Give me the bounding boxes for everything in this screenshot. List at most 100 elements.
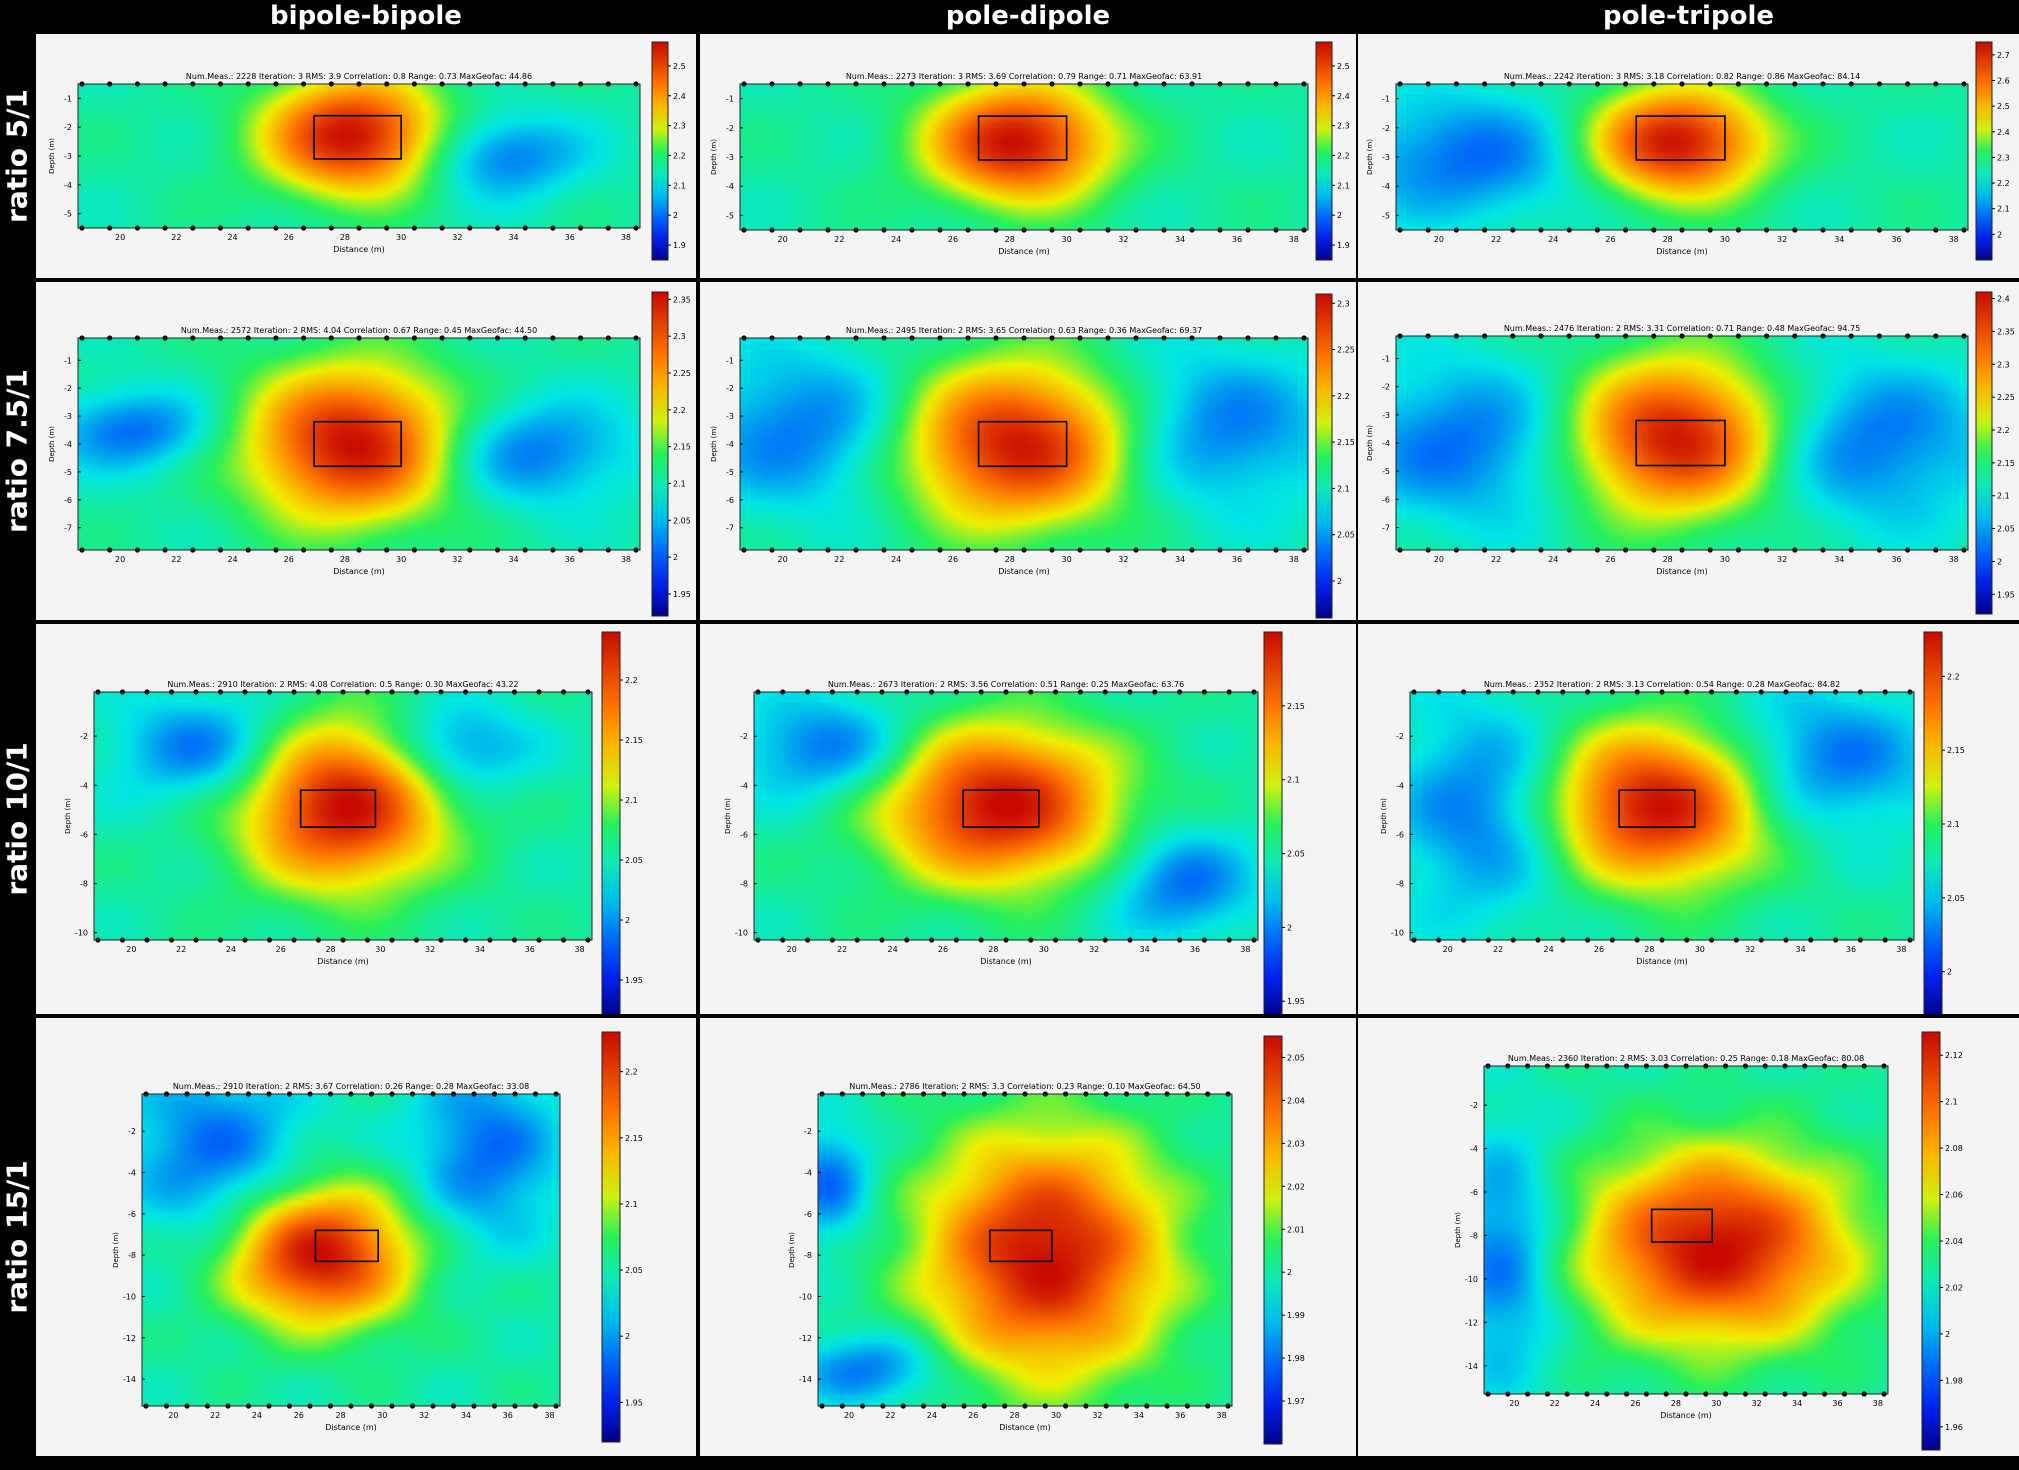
electrode-bottom	[881, 227, 887, 233]
electrode-bottom	[1077, 547, 1083, 553]
electrode-bottom	[1764, 227, 1770, 233]
electrode-bottom	[384, 547, 390, 553]
colorbar-tick-label: 2.05	[1287, 1053, 1305, 1062]
electrode-top	[880, 1091, 886, 1097]
y-tick-label: -1	[64, 356, 72, 365]
inversion-info: Num.Meas.: 2242 Iteration: 3 RMS: 3.18 C…	[1504, 72, 1860, 81]
electrode-bottom	[1083, 1403, 1089, 1409]
electrode-bottom	[1152, 937, 1158, 943]
y-tick-label: -2	[64, 384, 72, 393]
electrode-top	[315, 689, 322, 695]
x-tick-label: 34	[1796, 945, 1806, 954]
heatmap-chart: Num.Meas.: 2242 Iteration: 3 RMS: 3.18 C…	[1366, 41, 2010, 261]
electrode-top	[1105, 335, 1111, 341]
electrode-bottom	[438, 937, 444, 943]
electrode-bottom	[880, 1403, 886, 1409]
electrode-bottom	[1707, 547, 1713, 553]
electrode-top	[1510, 689, 1516, 695]
electrode-bottom	[1584, 1391, 1590, 1397]
colorbar	[1921, 1031, 1941, 1451]
electrode-bottom	[929, 937, 935, 943]
electrode-bottom	[1933, 227, 1939, 233]
electrode-bottom	[1251, 937, 1257, 943]
electrode-top	[95, 689, 101, 695]
electrode-bottom	[1482, 227, 1488, 233]
electrode-bottom	[217, 225, 224, 231]
x-tick-label: 32	[1118, 555, 1128, 564]
electrode-top	[134, 81, 140, 87]
colorbar-tick-label: 2.2	[673, 151, 686, 160]
electrode-top	[348, 1091, 354, 1097]
electrode-top	[327, 1091, 334, 1097]
x-tick-label: 30	[377, 1411, 387, 1420]
electrode-bottom	[1189, 227, 1195, 233]
electrode-bottom	[1205, 1403, 1211, 1409]
electrode-top	[797, 335, 803, 341]
inversion-info: Num.Meas.: 2786 Iteration: 2 RMS: 3.3 Co…	[849, 1082, 1200, 1091]
target-box	[989, 1229, 1053, 1263]
x-tick-label: 36	[1832, 1399, 1842, 1408]
electrode-bottom	[879, 937, 885, 943]
y-tick-label: -2	[1470, 1101, 1478, 1110]
electrode-bottom	[245, 547, 251, 553]
electrode-top	[1485, 1063, 1491, 1069]
inversion-info: Num.Meas.: 2910 Iteration: 2 RMS: 4.08 C…	[167, 680, 518, 689]
x-tick-label: 28	[1644, 945, 1654, 954]
electrode-top	[184, 1091, 190, 1097]
electrode-bottom	[1002, 1403, 1008, 1409]
electrode-top	[578, 335, 584, 341]
target-box	[314, 1229, 379, 1263]
y-tick-label: -2	[740, 732, 748, 741]
electrode-top	[494, 81, 501, 87]
electrode-top	[384, 335, 390, 341]
electrode-bottom	[217, 937, 224, 943]
x-tick-label: 20	[1509, 1399, 1519, 1408]
electrode-bottom	[1245, 547, 1251, 553]
electrode-top	[1021, 335, 1027, 341]
target-box	[313, 114, 402, 160]
electrode-bottom	[881, 547, 887, 553]
electrode-bottom	[364, 937, 371, 943]
electrode-bottom	[168, 937, 175, 943]
heatmap-field	[740, 338, 1308, 550]
colorbar-tick-label: 2.2	[1947, 672, 1960, 681]
colorbar-tick-label: 2	[625, 916, 630, 925]
electrode-top	[879, 689, 885, 695]
electrode-top	[1021, 81, 1027, 87]
electrode-top	[780, 689, 786, 695]
electrode-top	[1566, 81, 1572, 87]
electrode-bottom	[1841, 1391, 1847, 1397]
panel-2-2: Num.Meas.: 2495 Iteration: 2 RMS: 3.65 C…	[700, 282, 1356, 620]
electrode-top	[1144, 1091, 1150, 1097]
colorbar-tick-label: 2	[1337, 211, 1342, 220]
inversion-info: Num.Meas.: 2352 Iteration: 2 RMS: 3.13 C…	[1484, 680, 1840, 689]
x-tick-label: 24	[1544, 945, 1554, 954]
electrode-top	[1792, 333, 1798, 339]
x-tick-label: 38	[1289, 555, 1299, 564]
electrode-bottom	[494, 547, 501, 553]
electrode-bottom	[1105, 547, 1111, 553]
electrode-bottom	[307, 1403, 313, 1409]
electrode-top	[1683, 1063, 1689, 1069]
y-tick-label: -2	[128, 1127, 136, 1136]
electrode-top	[266, 689, 273, 695]
electrode-top	[1857, 689, 1863, 695]
electrode-top	[1161, 335, 1167, 341]
electrode-bottom	[273, 225, 279, 231]
colorbar-tick-label: 2.1	[673, 181, 686, 190]
x-tick-label: 34	[1792, 1399, 1802, 1408]
y-tick-label: -10	[1391, 929, 1404, 938]
electrode-bottom	[328, 225, 334, 231]
y-tick-label: -8	[1470, 1231, 1478, 1240]
x-tick-label: 22	[885, 1411, 895, 1420]
electrode-top	[1907, 689, 1913, 695]
heatmap-chart: Num.Meas.: 2910 Iteration: 2 RMS: 3.67 C…	[112, 1031, 643, 1443]
colorbar-tick-label: 2.35	[1997, 327, 2015, 336]
y-tick-label: -6	[1382, 495, 1390, 504]
electrode-bottom	[965, 547, 971, 553]
electrode-top	[1201, 689, 1207, 695]
colorbar-tick-label: 2	[1337, 577, 1342, 586]
electrode-top	[553, 1091, 559, 1097]
x-axis-label: Distance (m)	[999, 1423, 1051, 1432]
electrode-top	[769, 81, 775, 87]
